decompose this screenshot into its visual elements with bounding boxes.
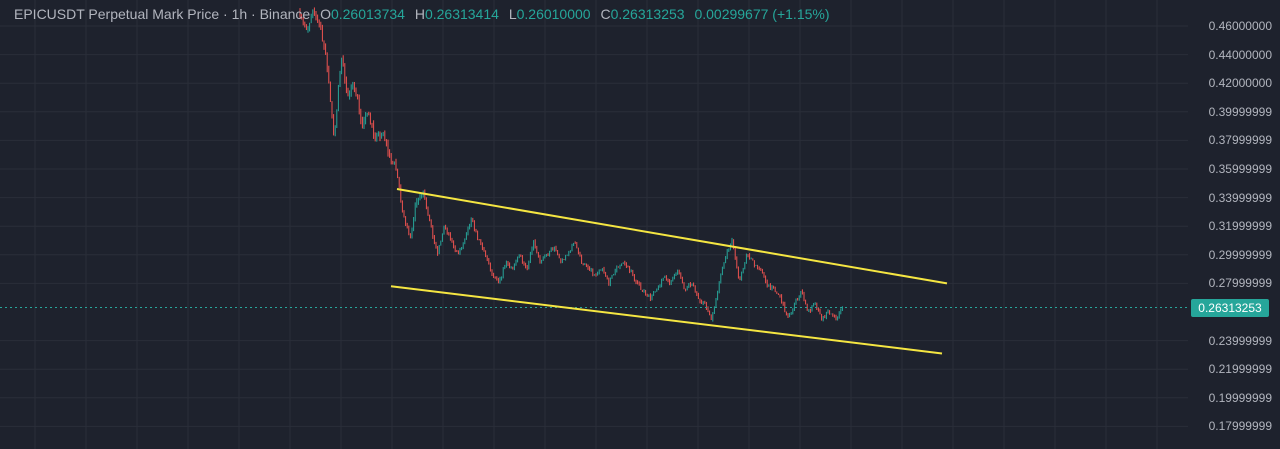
high-value: 0.26313414 (424, 6, 499, 22)
open-value: 0.26013734 (330, 6, 405, 22)
low-key: L (508, 6, 517, 22)
price-tick-label: 0.21999999 (1208, 362, 1272, 377)
price-tick-label: 0.31999999 (1208, 219, 1272, 234)
price-tick-label: 0.29999999 (1208, 247, 1272, 262)
close-key: C (600, 6, 611, 22)
price-tick-label: 0.35999999 (1208, 162, 1272, 176)
price-tick-label: 0.44000000 (1208, 47, 1272, 62)
current-price-tag: 0.26313253 (1191, 298, 1269, 317)
price-tick-label: 0.33999999 (1208, 190, 1272, 205)
symbol-title: EPICUSDT Perpetual Mark Price · 1h · Bin… (14, 6, 311, 22)
price-tick-label: 0.23999999 (1208, 333, 1272, 348)
price-tick-label: 0.19999999 (1208, 390, 1272, 405)
high-key: H (414, 6, 425, 22)
trendlines[interactable] (390, 188, 948, 355)
trendline-upper[interactable] (396, 188, 948, 285)
low-value: 0.26010000 (516, 6, 591, 22)
price-tick-label: 0.17999999 (1208, 419, 1272, 434)
close-value: 0.26313253 (610, 6, 685, 22)
price-tick-label: 0.42000000 (1208, 76, 1272, 91)
price-tick-label: 0.37999999 (1208, 133, 1272, 148)
price-tick-label: 0.46000000 (1208, 19, 1272, 33)
change-value: 0.00299677 (+1.15%) (694, 6, 830, 22)
open-key: O (320, 6, 331, 22)
price-tick-label: 0.39999999 (1208, 104, 1272, 119)
legend: EPICUSDT Perpetual Mark Price · 1h · Bin… (14, 6, 830, 22)
grid (0, 0, 1188, 449)
price-tick-label: 0.27999999 (1208, 276, 1272, 291)
trendline-lower[interactable] (390, 285, 943, 355)
candles (299, 7, 843, 322)
